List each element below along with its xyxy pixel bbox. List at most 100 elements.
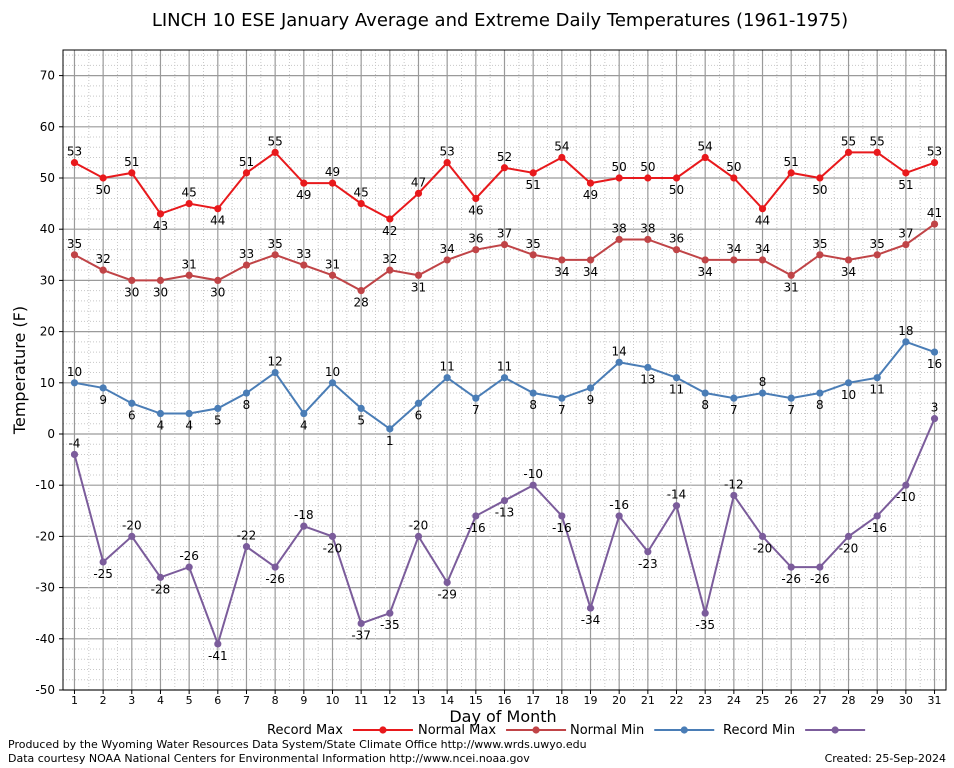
data-label: 11 — [497, 360, 512, 374]
data-label: 5 — [214, 413, 222, 427]
data-label: -14 — [667, 488, 687, 502]
data-point — [672, 174, 681, 182]
data-label: -18 — [294, 508, 314, 522]
y-tick-label: -50 — [35, 683, 55, 697]
data-label: 7 — [730, 403, 738, 417]
x-tick-label: 21 — [641, 694, 655, 707]
data-label: 34 — [755, 242, 770, 256]
data-label: 35 — [526, 237, 541, 251]
data-label: 45 — [182, 186, 197, 200]
y-tick-label: 50 — [40, 171, 55, 185]
data-label: -29 — [437, 587, 457, 601]
data-point — [816, 174, 824, 182]
legend-marker — [680, 726, 688, 734]
y-tick-label: 40 — [40, 222, 55, 236]
x-tick-label: 10 — [325, 694, 339, 707]
data-point — [271, 563, 279, 571]
data-point — [873, 512, 881, 520]
x-tick-label: 20 — [612, 694, 626, 707]
data-point — [644, 548, 652, 556]
data-point — [644, 174, 652, 182]
data-point — [558, 153, 566, 162]
data-label: 8 — [816, 398, 824, 412]
data-label: -16 — [466, 521, 486, 535]
data-point — [500, 164, 509, 172]
data-label: -41 — [208, 649, 228, 663]
data-point — [70, 159, 79, 167]
data-label: 42 — [382, 224, 397, 238]
data-label: 8 — [529, 398, 537, 412]
data-point — [386, 609, 394, 617]
data-label: 44 — [210, 214, 225, 228]
data-point — [701, 609, 709, 617]
data-point — [758, 205, 767, 213]
data-point — [730, 174, 738, 182]
data-point — [472, 394, 480, 402]
x-tick-label: 18 — [555, 694, 569, 707]
legend-label: Normal Max — [418, 723, 496, 738]
data-label: 1 — [386, 434, 394, 448]
data-label: 3 — [931, 401, 939, 415]
data-label: 35 — [67, 237, 82, 251]
data-point — [902, 240, 910, 249]
y-axis-label: Temperature (F) — [10, 306, 29, 435]
data-point — [644, 235, 652, 244]
data-point — [128, 399, 136, 407]
data-label: 11 — [440, 360, 455, 374]
data-point — [787, 271, 795, 279]
data-label: 30 — [124, 285, 139, 299]
data-label: 30 — [153, 285, 168, 299]
data-point — [558, 256, 566, 264]
series-record-max: 53 50 51 43 45 44 51 55 49 49 45 42 47 53 46 52 51 54 49 50… — [67, 134, 942, 238]
data-label: -23 — [638, 557, 658, 571]
data-label: 55 — [841, 134, 856, 148]
data-point — [730, 256, 738, 264]
data-label: 53 — [440, 145, 455, 159]
data-point — [529, 169, 537, 177]
data-point — [156, 210, 165, 218]
data-point — [472, 246, 480, 254]
data-label: 35 — [812, 237, 827, 251]
data-point — [443, 159, 451, 167]
data-label: 11 — [669, 383, 684, 397]
data-label: 53 — [67, 145, 82, 159]
data-point — [844, 256, 853, 264]
data-point — [386, 425, 394, 433]
data-label: 8 — [701, 398, 709, 412]
data-point — [787, 394, 795, 402]
data-label: -20 — [409, 518, 429, 532]
x-tick-label: 22 — [670, 694, 684, 707]
data-label: 38 — [612, 221, 627, 235]
x-tick-label: 9 — [300, 694, 307, 707]
data-label: 44 — [755, 214, 770, 228]
x-tick-label: 13 — [411, 694, 425, 707]
y-tick-label: 70 — [40, 69, 55, 83]
data-point — [300, 179, 308, 187]
x-tick-label: 8 — [272, 694, 279, 707]
data-point — [844, 148, 853, 156]
data-label: -13 — [495, 506, 515, 520]
x-tick-label: 15 — [469, 694, 483, 707]
data-label: 54 — [698, 140, 713, 154]
data-point — [214, 640, 222, 648]
data-label: 34 — [583, 265, 598, 279]
data-label: 9 — [99, 393, 107, 407]
data-label: 37 — [898, 227, 913, 241]
y-tick-label: 20 — [40, 325, 55, 339]
data-label: 16 — [927, 357, 942, 371]
data-label: 51 — [124, 155, 139, 169]
data-label: -4 — [68, 436, 80, 450]
data-point — [500, 374, 509, 382]
data-point — [156, 276, 165, 284]
data-point — [701, 153, 709, 162]
x-tick-label: 29 — [870, 694, 884, 707]
data-point — [443, 374, 451, 382]
data-label: 31 — [182, 257, 197, 271]
x-tick-label: 26 — [784, 694, 798, 707]
data-point — [558, 394, 566, 402]
data-point — [672, 246, 681, 254]
data-point — [242, 169, 251, 177]
data-point — [930, 348, 939, 356]
data-point — [558, 512, 566, 520]
data-point — [615, 512, 623, 520]
